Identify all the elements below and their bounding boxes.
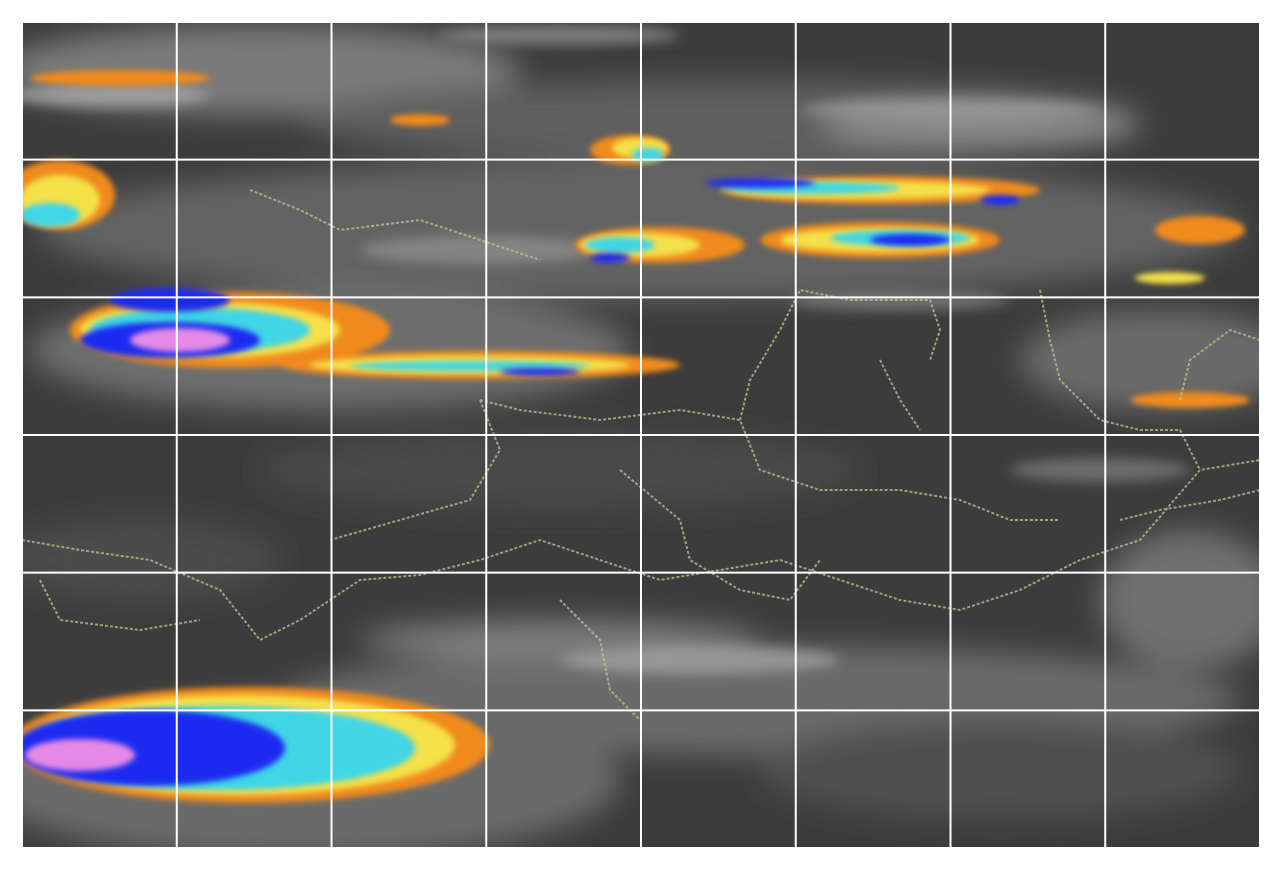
cloud-highlights xyxy=(22,25,1190,674)
convection-magenta xyxy=(25,328,230,771)
lat-lon-grid xyxy=(21,21,1261,849)
border-lines xyxy=(22,189,1260,721)
